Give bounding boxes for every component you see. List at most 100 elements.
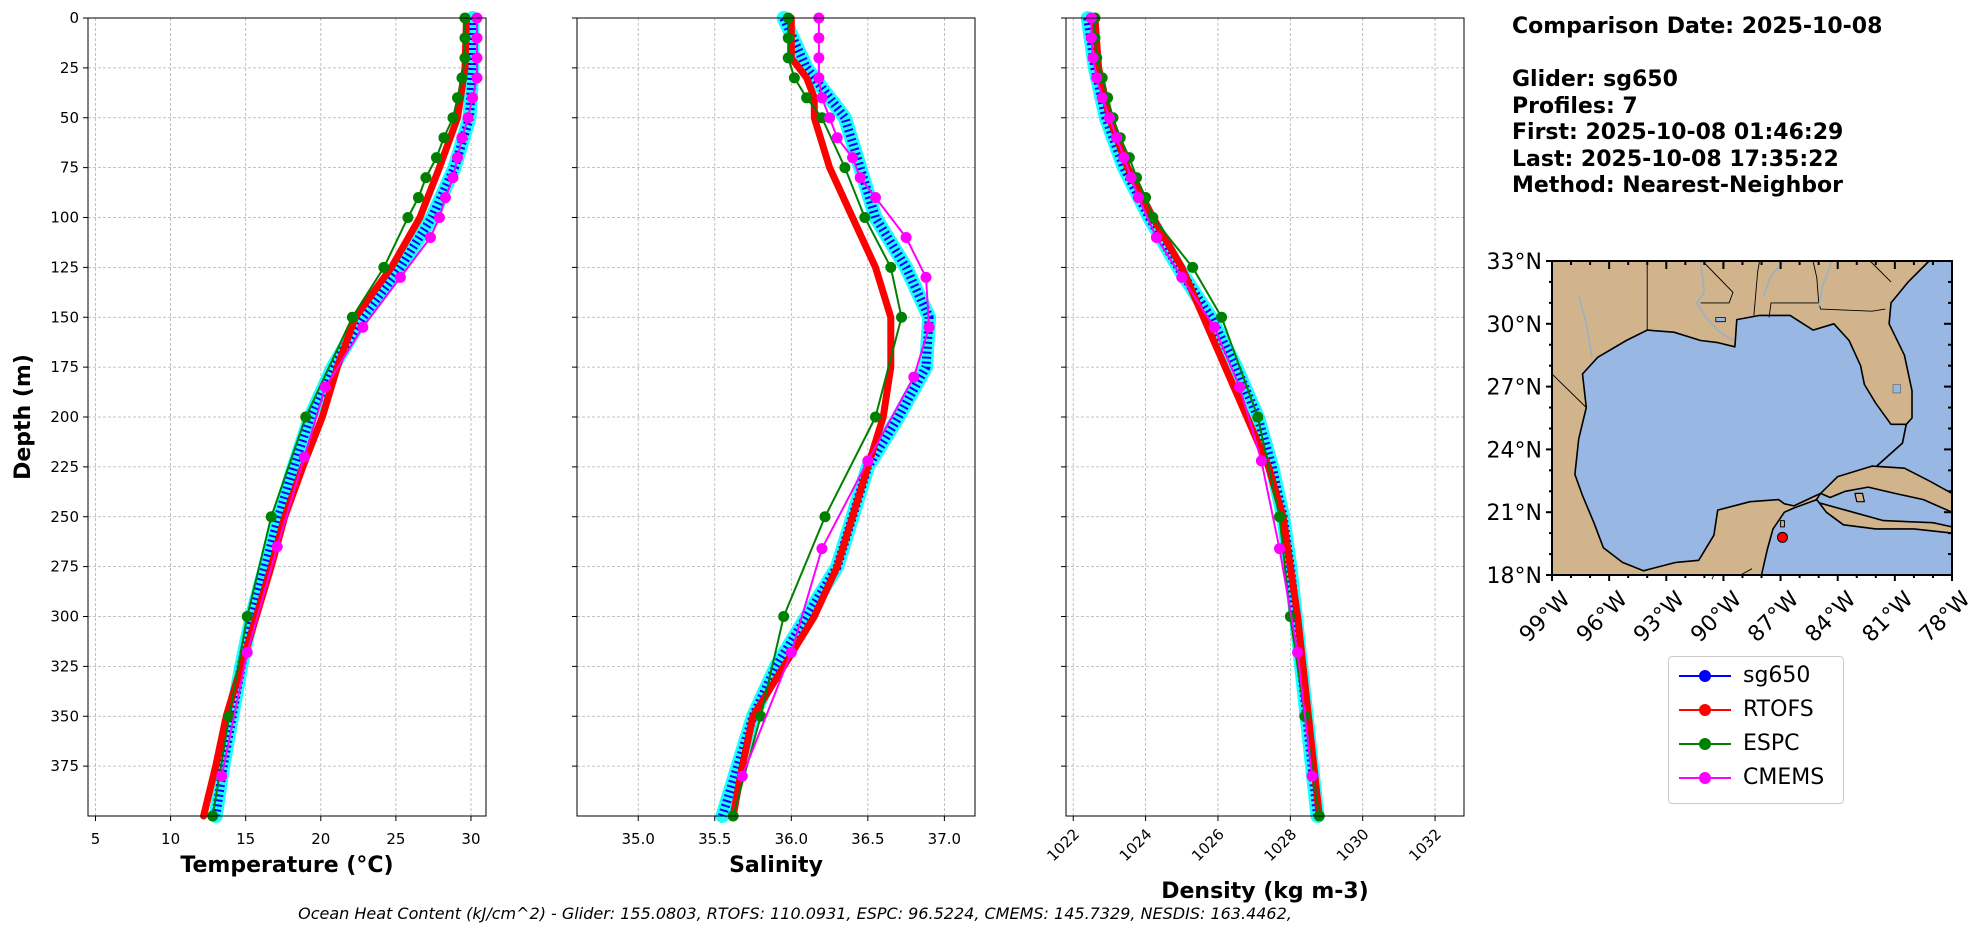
series-cmems-point [1091, 72, 1103, 84]
ytick-label: 225 [50, 458, 79, 476]
series-cmems-point [1087, 52, 1099, 64]
series-espc-point [378, 261, 390, 273]
y-axis-label: Depth (m) [11, 354, 36, 480]
legend-marker-cmems [1699, 772, 1711, 784]
series-espc-point [265, 511, 277, 523]
series-espc-point [412, 192, 424, 204]
series-cmems-point [736, 770, 748, 782]
series-cmems-point [900, 231, 912, 243]
xtick-label: 1032 [1405, 825, 1445, 865]
profile-panels: 0 25 50 75 100 125 150 175 200 225 250 275 300 325 350… [11, 9, 1465, 904]
ytick-label: 325 [50, 657, 79, 675]
series-espc-point [819, 511, 831, 523]
isla-juventud [1854, 492, 1866, 503]
series-cmems-point [854, 172, 866, 184]
series-espc-point [778, 611, 790, 622]
series-cmems-point [1085, 32, 1097, 44]
series-cmems-point [847, 152, 859, 164]
series-cmems-point [456, 132, 468, 144]
legend-marker-rtofs [1699, 704, 1711, 716]
series-cmems-point [1132, 192, 1144, 204]
xtick-label: 15 [236, 830, 255, 848]
series-espc-point [430, 152, 442, 164]
last-time: Last: 2025-10-08 17:35:22 [1512, 146, 1839, 172]
ytick-label: 200 [50, 408, 79, 426]
xtick-label: 1026 [1188, 825, 1228, 865]
xtick-label: 35.0 [622, 830, 655, 848]
series-espc-point [459, 32, 471, 44]
series-espc-point [885, 261, 897, 273]
series-espc-point [459, 52, 471, 64]
series-cmems-point [870, 192, 881, 204]
comparison-info: Comparison Date: 2025-10-08 Glider: sg65… [1512, 14, 1882, 200]
river [1695, 260, 1734, 342]
series-cmems-point [471, 32, 483, 44]
series-espc-point [896, 311, 908, 323]
series-cmems-point [447, 172, 459, 184]
series-cmems-point [433, 212, 445, 223]
lon-tick-label: 93°W [1629, 587, 1690, 648]
series-cmems-point [271, 541, 283, 553]
series-espc-point [346, 311, 358, 323]
series-cmems-point [920, 271, 932, 283]
series-espc-point [223, 710, 235, 722]
x-axis-label: Temperature (°C) [180, 853, 393, 878]
series-espc-point [420, 172, 432, 184]
series-espc-point [1273, 511, 1285, 523]
series-espc-point [438, 132, 450, 144]
series-cmems-point [862, 455, 874, 467]
location-map: 18°N 21°N 24°N 27°N 30°N 33°N 99°W96°W93°W90°W… [1487, 250, 1976, 648]
legend-item-espc: ESPC [1679, 729, 1839, 759]
profile-count: Profiles: 7 [1512, 93, 1638, 119]
xtick-label: 30 [461, 830, 480, 848]
xtick-label: 10 [161, 830, 180, 848]
series-cmems-point [462, 112, 474, 124]
series-cmems-point [831, 132, 843, 144]
lake-okeechobee [1892, 384, 1901, 394]
ytick-label: 375 [50, 757, 79, 775]
series-cmems-point [1111, 132, 1123, 144]
state-border [1869, 260, 1892, 283]
ytick-label: 175 [50, 358, 79, 376]
series-espc-point [1147, 212, 1159, 223]
series-cmems-point [816, 92, 828, 104]
method: Method: Nearest-Neighbor [1512, 173, 1843, 198]
glider-name: Glider: sg650 [1512, 67, 1678, 92]
series-cmems-point [1150, 231, 1162, 243]
series-cmems-point [424, 231, 436, 243]
ytick-label: 125 [50, 258, 79, 276]
series-espc-point [456, 72, 468, 84]
x-axis-label: Density (kg m-3) [1161, 879, 1369, 904]
series-espc-point [859, 212, 871, 223]
series-espc-point [755, 710, 767, 722]
legend-item-rtofs: RTOFS [1679, 695, 1839, 725]
series-espc-point [1252, 411, 1264, 423]
series-cmems-point [813, 72, 825, 84]
lat-tick-label: 18°N [1487, 564, 1542, 589]
state-border [1753, 260, 1761, 316]
xtick-label: 35.5 [698, 830, 731, 848]
series-cmems-point [923, 321, 935, 333]
xtick-label: 1024 [1116, 825, 1156, 865]
cozumel-island [1780, 520, 1785, 528]
ytick-label: 350 [50, 707, 79, 725]
ytick-label: 275 [50, 558, 79, 576]
state-border [1700, 260, 1734, 304]
series-espc-point [788, 72, 800, 84]
state-border [1740, 568, 1753, 576]
series-cmems-point [241, 646, 253, 658]
river [1577, 296, 1593, 358]
series-espc-point [839, 162, 851, 174]
series-cmems-point [1255, 455, 1267, 467]
lon-tick-label: 90°W [1686, 587, 1747, 648]
ytick-label: 0 [69, 9, 79, 27]
series-espc-point [241, 611, 253, 622]
series-cmems-point [1096, 92, 1108, 104]
series-cmems-line [1090, 18, 1313, 777]
panel-3: 1022 1024 1026 1028 1030 1032 Density (kg m-3) [1043, 11, 1465, 904]
legend-label-cmems: CMEMS [1743, 765, 1825, 790]
lon-tick-label: 84°W [1801, 587, 1862, 648]
ytick-label: 150 [50, 308, 79, 326]
series-cmems-point [1125, 172, 1137, 184]
